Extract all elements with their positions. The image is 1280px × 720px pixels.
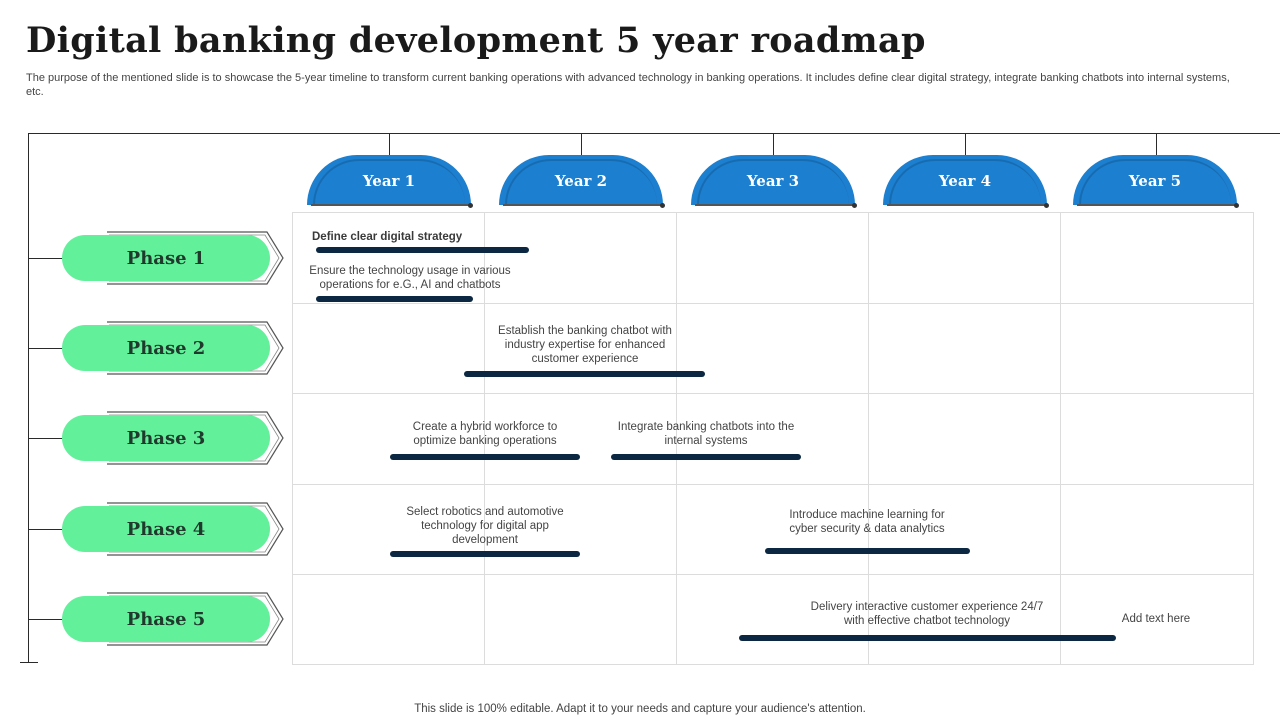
year-base-dot xyxy=(1234,203,1239,208)
grid-col-line xyxy=(868,212,869,664)
task-label: Ensure the technology usage in various o… xyxy=(309,265,511,291)
grid-col-line xyxy=(1253,212,1254,664)
task-label: Introduce machine learning for cyber sec… xyxy=(789,509,945,535)
year-base-line xyxy=(1077,204,1237,206)
year-base-dot xyxy=(660,203,665,208)
phase-connector xyxy=(29,438,63,439)
task-label: Add text here xyxy=(1121,613,1191,625)
grid-row-line xyxy=(292,664,1254,665)
task-bar xyxy=(316,247,529,253)
year-label: Year 3 xyxy=(746,172,800,190)
task-label: Create a hybrid workforce to optimize ba… xyxy=(412,421,558,447)
year-base-dot xyxy=(468,203,473,208)
frame-left-line xyxy=(28,133,29,663)
phase-label: Phase 3 xyxy=(126,427,206,449)
task-bar xyxy=(390,454,580,460)
footer-note: This slide is 100% editable. Adapt it to… xyxy=(414,703,866,715)
year-label: Year 2 xyxy=(554,172,608,190)
frame-top-line xyxy=(28,133,1280,134)
task-label: Delivery interactive customer experience… xyxy=(810,601,1044,627)
task-bar xyxy=(739,635,1116,641)
year-dome: Year 4 xyxy=(883,155,1047,205)
year-connector xyxy=(1156,134,1157,156)
phase-label: Phase 2 xyxy=(126,337,206,359)
grid-row-line xyxy=(292,212,1254,213)
phase-connector xyxy=(29,348,63,349)
task-bar xyxy=(316,296,473,302)
grid-col-line xyxy=(676,212,677,664)
year-connector xyxy=(581,134,582,156)
task-label: Establish the banking chatbot with indus… xyxy=(498,325,672,365)
phase-pill: Phase 1 xyxy=(62,235,270,281)
phase-pill: Phase 3 xyxy=(62,415,270,461)
task-label: Integrate banking chatbots into the inte… xyxy=(617,421,795,447)
grid-row-line xyxy=(292,303,1254,304)
phase-connector xyxy=(29,258,63,259)
grid-col-line xyxy=(292,212,293,664)
task-label: Define clear digital strategy xyxy=(312,231,463,243)
task-label: Select robotics and automotive technolog… xyxy=(406,506,564,546)
year-connector xyxy=(965,134,966,156)
year-base-line xyxy=(887,204,1047,206)
grid-col-line xyxy=(1060,212,1061,664)
year-dome: Year 5 xyxy=(1073,155,1237,205)
grid-row-line xyxy=(292,484,1254,485)
grid-row-line xyxy=(292,393,1254,394)
year-base-dot xyxy=(1044,203,1049,208)
task-bar xyxy=(611,454,801,460)
year-connector xyxy=(773,134,774,156)
task-bar xyxy=(464,371,705,377)
phase-label: Phase 5 xyxy=(126,608,206,630)
phase-connector xyxy=(29,619,63,620)
phase-label: Phase 4 xyxy=(126,518,206,540)
year-dome: Year 3 xyxy=(691,155,855,205)
year-base-dot xyxy=(852,203,857,208)
year-dome: Year 1 xyxy=(307,155,471,205)
year-label: Year 1 xyxy=(362,172,416,190)
year-base-line xyxy=(695,204,855,206)
phase-connector xyxy=(29,529,63,530)
frame-bottom-tick xyxy=(20,662,38,663)
year-dome: Year 2 xyxy=(499,155,663,205)
grid-col-line xyxy=(484,212,485,664)
page-subtitle: The purpose of the mentioned slide is to… xyxy=(26,72,1230,98)
year-label: Year 5 xyxy=(1128,172,1182,190)
phase-pill: Phase 2 xyxy=(62,325,270,371)
year-base-line xyxy=(311,204,471,206)
task-bar xyxy=(765,548,970,554)
phase-label: Phase 1 xyxy=(126,247,206,269)
year-connector xyxy=(389,134,390,156)
year-label: Year 4 xyxy=(938,172,992,190)
task-bar xyxy=(390,551,580,557)
phase-pill: Phase 5 xyxy=(62,596,270,642)
year-base-line xyxy=(503,204,663,206)
phase-pill: Phase 4 xyxy=(62,506,270,552)
page-title: Digital banking development 5 year roadm… xyxy=(26,20,926,61)
grid-row-line xyxy=(292,574,1254,575)
